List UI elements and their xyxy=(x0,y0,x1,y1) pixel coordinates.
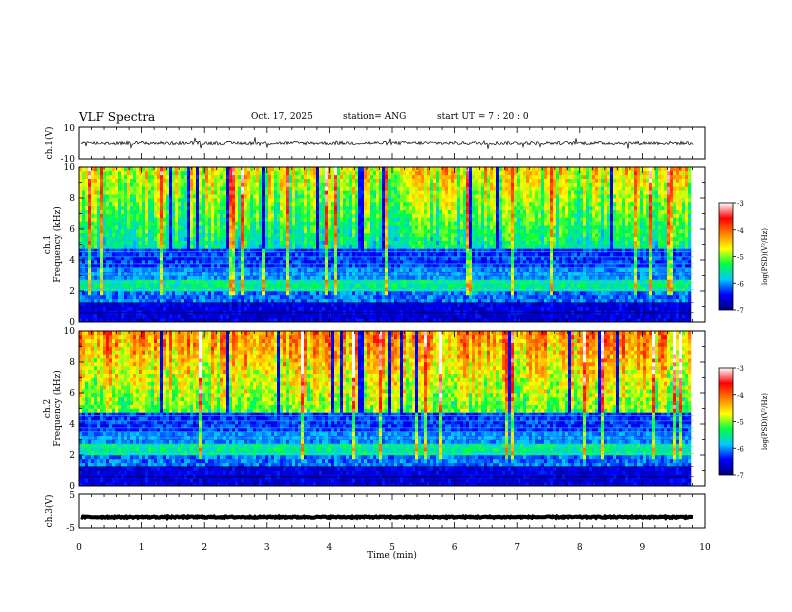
x-tick-label: 1 xyxy=(139,543,145,553)
colorbar-tick-label: -6 xyxy=(737,280,744,288)
colorbar-tick-label: -5 xyxy=(737,419,744,427)
x-axis-label: Time (min) xyxy=(367,550,417,561)
colorbar-tick-label: -5 xyxy=(737,254,744,262)
colorbar-label: log(PSD)(V²/Hz) xyxy=(761,393,769,450)
x-tick-label: 8 xyxy=(577,543,583,553)
y-tick-label: 5 xyxy=(69,491,75,501)
x-tick-label: 7 xyxy=(514,543,520,553)
y-tick-label: 0 xyxy=(69,318,75,328)
colorbar-tick-label: -3 xyxy=(737,200,744,208)
colorbar-tick-label: -4 xyxy=(737,227,744,235)
y-tick-label: 10 xyxy=(64,163,76,173)
x-tick-label: 2 xyxy=(201,543,207,553)
y-axis-channel-label: ch.2 xyxy=(43,399,53,418)
y-axis-channel-label: ch.1 xyxy=(43,235,53,254)
colorbar-tick-label: -6 xyxy=(737,445,744,453)
y-tick-label: -5 xyxy=(66,524,75,534)
x-tick-label: 6 xyxy=(452,543,458,553)
header-station: station= ANG xyxy=(343,112,407,122)
ch1-spectrogram xyxy=(79,167,705,323)
x-tick-label: 9 xyxy=(640,543,646,553)
y-tick-label: 10 xyxy=(64,124,76,134)
y-tick-label: 8 xyxy=(69,194,75,204)
x-tick-label: 4 xyxy=(327,543,333,553)
y-tick-label: 2 xyxy=(69,287,75,297)
ch3-waveform xyxy=(80,513,694,522)
page-title: VLF Spectra xyxy=(79,110,156,124)
colorbar-tick-label: -4 xyxy=(737,392,744,400)
x-tick-label: 0 xyxy=(76,543,82,553)
x-tick-label: 3 xyxy=(264,543,270,553)
y-axis-label: ch.1(V) xyxy=(44,127,55,160)
x-tick-label: 5 xyxy=(389,543,395,553)
y-tick-label: -10 xyxy=(61,155,76,165)
y-tick-label: 6 xyxy=(69,389,75,399)
y-tick-label: 6 xyxy=(69,225,75,235)
colorbar-tick-label: -3 xyxy=(737,365,744,373)
y-tick-label: 0 xyxy=(69,482,75,492)
y-tick-label: 8 xyxy=(69,358,75,368)
colorbar xyxy=(718,202,734,311)
colorbar-tick-label: -7 xyxy=(737,307,744,315)
y-axis-label: Frequency (kHz) xyxy=(52,370,63,447)
y-tick-label: 2 xyxy=(69,451,75,461)
y-tick-label: 4 xyxy=(69,420,75,430)
header-date: Oct. 17, 2025 xyxy=(251,112,313,122)
colorbar-label: log(PSD)(V²/Hz) xyxy=(761,228,769,285)
y-tick-label: 10 xyxy=(64,327,76,337)
ch2-spectrogram xyxy=(79,331,705,487)
ch1-waveform xyxy=(80,137,694,149)
colorbar xyxy=(718,367,734,476)
x-tick-label: 10 xyxy=(699,543,711,553)
header-start-time: start UT = 7 : 20 : 0 xyxy=(437,112,529,122)
y-axis-label: ch.3(V) xyxy=(44,495,55,528)
colorbar-tick-label: -7 xyxy=(737,472,744,480)
y-tick-label: 4 xyxy=(69,256,75,266)
y-axis-label: Frequency (kHz) xyxy=(52,206,63,283)
